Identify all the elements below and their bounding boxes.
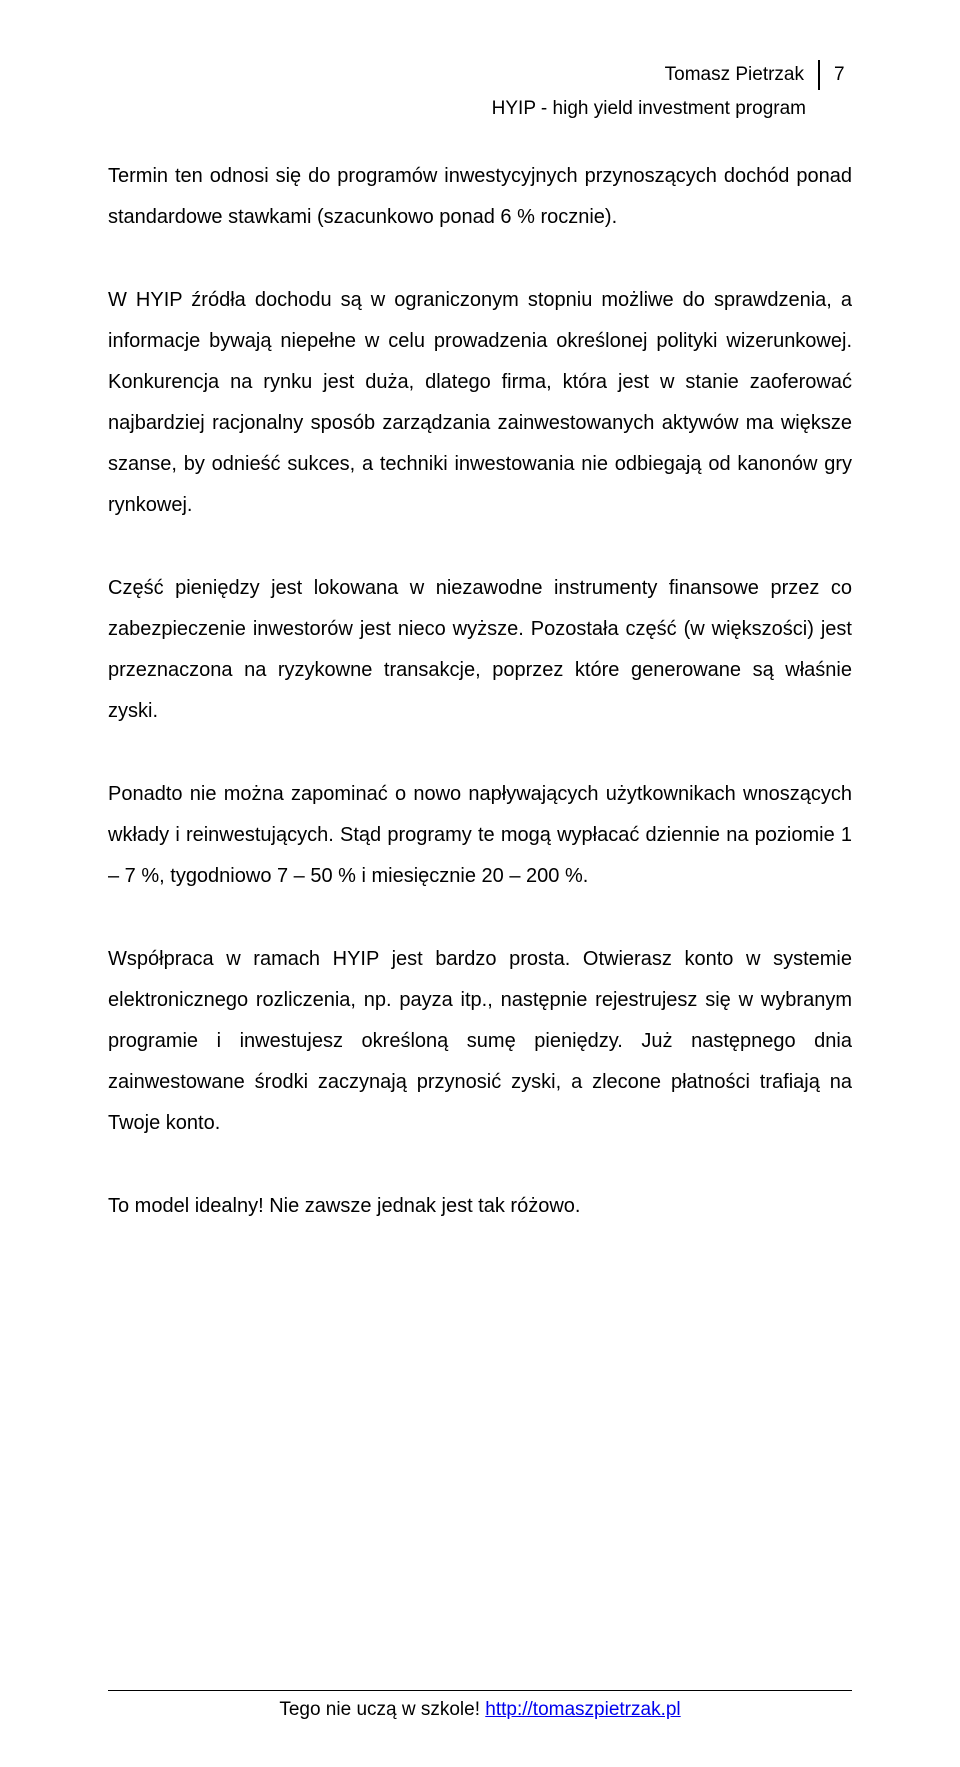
page-number: 7 [818, 60, 852, 90]
footer-prefix: Tego nie uczą w szkole! [279, 1699, 485, 1720]
document-subtitle: HYIP - high yield investment program [492, 98, 806, 120]
paragraph: W HYIP źródła dochodu są w ograniczonym … [108, 280, 852, 526]
paragraph: Współpraca w ramach HYIP jest bardzo pro… [108, 939, 852, 1144]
footer-link[interactable]: http://tomaszpietrzak.pl [485, 1699, 680, 1720]
paragraph: To model idealny! Nie zawsze jednak jest… [108, 1186, 852, 1227]
paragraph: Termin ten odnosi się do programów inwes… [108, 156, 852, 238]
page-footer: Tego nie uczą w szkole! http://tomaszpie… [108, 1690, 852, 1721]
footer-text: Tego nie uczą w szkole! http://tomaszpie… [108, 1699, 852, 1721]
header-top-row: Tomasz Pietrzak 7 [665, 60, 852, 90]
document-body: Termin ten odnosi się do programów inwes… [108, 156, 852, 1227]
page-header: Tomasz Pietrzak 7 HYIP - high yield inve… [108, 60, 852, 120]
paragraph: Część pieniędzy jest lokowana w niezawod… [108, 568, 852, 732]
footer-divider [108, 1690, 852, 1691]
paragraph: Ponadto nie można zapominać o nowo napły… [108, 774, 852, 897]
author-name: Tomasz Pietrzak [665, 64, 804, 86]
document-page: Tomasz Pietrzak 7 HYIP - high yield inve… [0, 0, 960, 1767]
